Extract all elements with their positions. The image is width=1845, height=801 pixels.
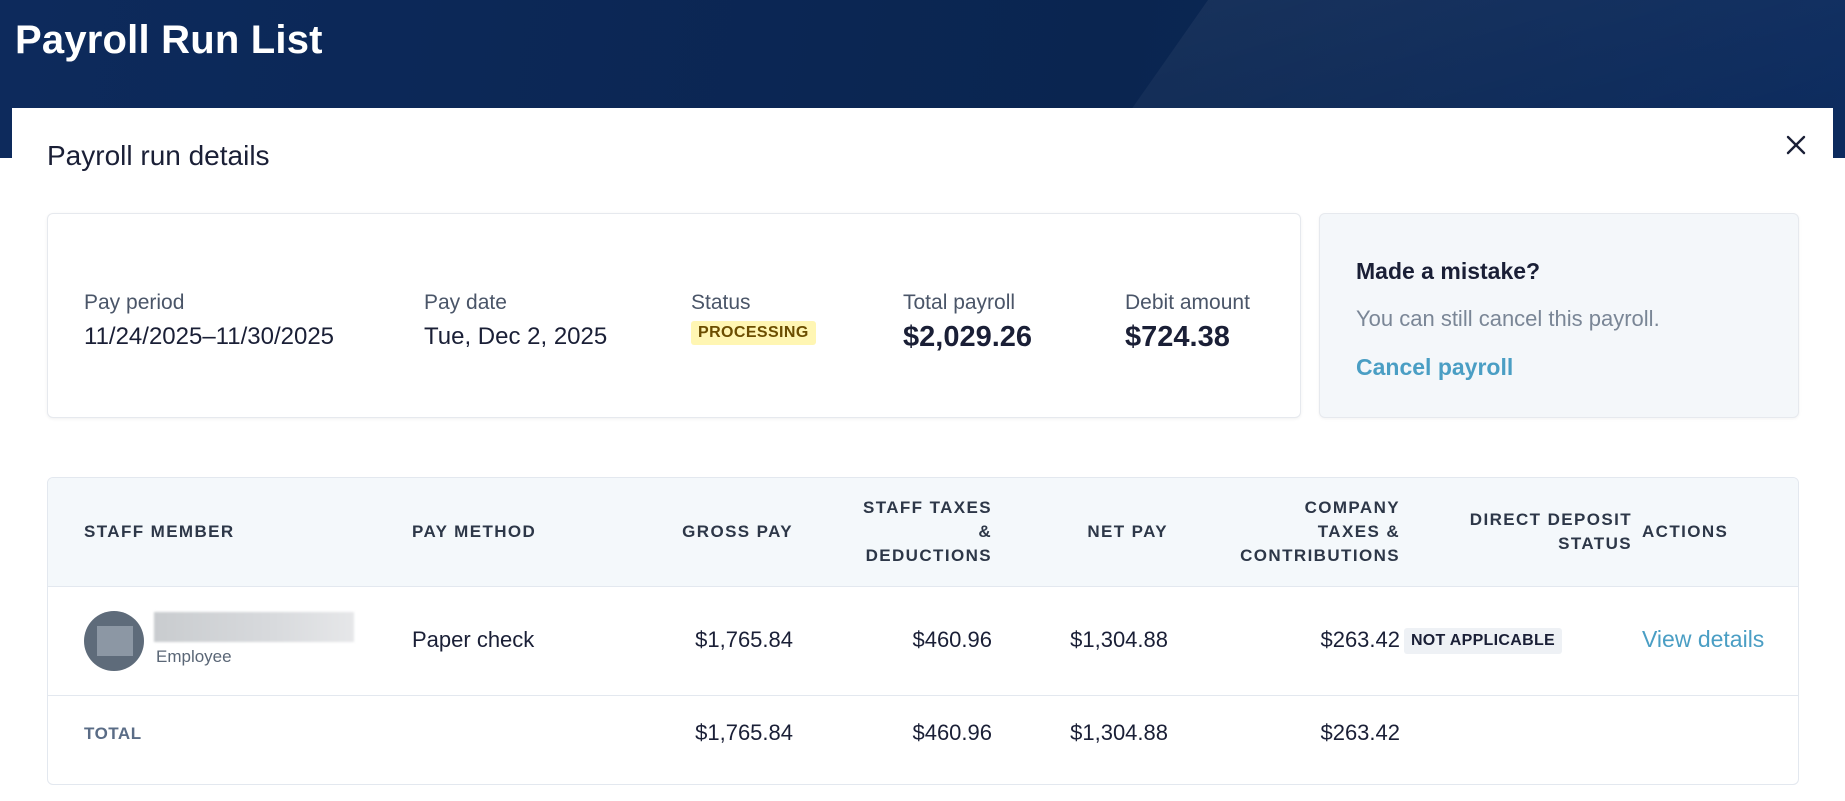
total-staff-taxes: $460.96 (912, 720, 992, 745)
header-staff-taxes-line1: STAFF TAXES (862, 498, 992, 517)
pay-period-label: Pay period (84, 291, 185, 314)
header-dd-status-line2: STATUS (1558, 534, 1632, 553)
header-company-taxes-line1: COMPANY (1304, 498, 1400, 517)
pay-date-label: Pay date (424, 291, 507, 314)
view-details-link[interactable]: View details (1642, 626, 1765, 652)
pay-period-field: Pay period 11/24/2025–11/30/2025 (84, 291, 334, 351)
employee-name-redacted[interactable] (154, 612, 354, 642)
employee-role: Employee (156, 647, 232, 666)
status-badge: PROCESSING (691, 321, 816, 345)
debit-amount-label: Debit amount (1125, 291, 1250, 314)
header-actions: ACTIONS (1642, 522, 1729, 541)
payroll-summary-card: Pay period 11/24/2025–11/30/2025 Pay dat… (47, 213, 1301, 418)
header-staff-taxes-line3: DEDUCTIONS (865, 546, 992, 565)
payroll-details-modal: Payroll run details Pay period 11/24/202… (12, 108, 1833, 801)
pay-method-cell: Paper check (412, 627, 535, 652)
header-net-pay[interactable]: NET PAY (1087, 522, 1168, 541)
staff-taxes-cell: $460.96 (912, 627, 992, 652)
mistake-text: You can still cancel this payroll. (1356, 306, 1660, 331)
close-icon[interactable] (1781, 130, 1811, 160)
total-label: TOTAL (84, 724, 142, 743)
company-taxes-cell: $263.42 (1320, 627, 1400, 652)
header-staff-taxes[interactable]: STAFF TAXES & DEDUCTIONS (863, 496, 992, 568)
status-label: Status (691, 291, 751, 314)
total-row: TOTAL $1,765.84 $460.96 $1,304.88 $263.4… (48, 696, 1798, 776)
payroll-table: STAFF MEMBER PAY METHOD GROSS PAY STAFF … (47, 477, 1799, 785)
avatar-placeholder-icon (97, 626, 133, 656)
mistake-title: Made a mistake? (1356, 258, 1541, 284)
total-net-pay: $1,304.88 (1070, 720, 1168, 745)
avatar (84, 611, 144, 671)
net-pay-cell: $1,304.88 (1070, 627, 1168, 652)
pay-date-field: Pay date Tue, Dec 2, 2025 (424, 291, 607, 351)
modal-title: Payroll run details (47, 140, 270, 171)
pay-period-value: 11/24/2025–11/30/2025 (84, 323, 335, 350)
cancel-payroll-link[interactable]: Cancel payroll (1356, 354, 1514, 380)
header-dd-status[interactable]: DIRECT DEPOSIT STATUS (1470, 508, 1632, 556)
header-company-taxes-line3: CONTRIBUTIONS (1240, 546, 1400, 565)
page-title: Payroll Run List (15, 18, 323, 62)
total-payroll-label: Total payroll (903, 291, 1016, 314)
table-header: STAFF MEMBER PAY METHOD GROSS PAY STAFF … (48, 478, 1798, 587)
header-staff-taxes-line2: & (978, 522, 992, 541)
debit-amount-field: Debit amount $724.38 (1125, 291, 1250, 354)
status-field: Status PROCESSING (691, 291, 816, 345)
total-gross-pay: $1,765.84 (695, 720, 793, 745)
header-gross-pay[interactable]: GROSS PAY (682, 522, 793, 541)
header-dd-status-line1: DIRECT DEPOSIT (1469, 510, 1632, 529)
debit-amount-value: $724.38 (1125, 321, 1230, 353)
table-row[interactable]: Employee Paper check $1,765.84 $460.96 $… (48, 587, 1798, 696)
total-company-taxes: $263.42 (1320, 720, 1400, 745)
cancel-payroll-card: Made a mistake? You can still cancel thi… (1319, 213, 1799, 418)
total-payroll-field: Total payroll $2,029.26 (903, 291, 1032, 354)
header-pay-method[interactable]: PAY METHOD (412, 522, 537, 541)
header-staff-member[interactable]: STAFF MEMBER (84, 522, 235, 541)
pay-date-value: Tue, Dec 2, 2025 (424, 323, 608, 350)
header-decoration (1123, 0, 1845, 120)
total-payroll-value: $2,029.26 (903, 321, 1033, 353)
header-company-taxes-line2: TAXES & (1317, 522, 1400, 541)
dd-status-badge: NOT APPLICABLE (1403, 628, 1562, 654)
gross-pay-cell: $1,765.84 (695, 627, 793, 652)
header-company-taxes[interactable]: COMPANY TAXES & CONTRIBUTIONS (1240, 496, 1400, 568)
